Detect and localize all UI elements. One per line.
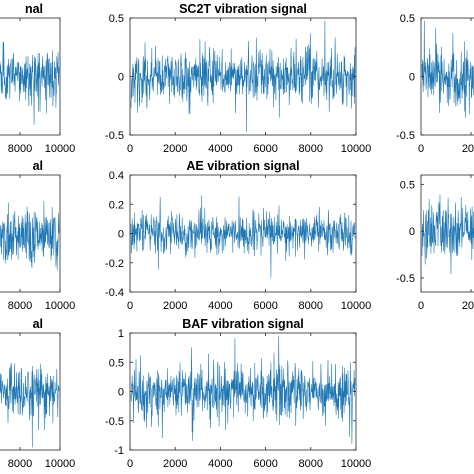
y-tick-label: 0 bbox=[409, 72, 415, 84]
y-tick-label: -0.5 bbox=[396, 273, 415, 285]
x-tick-label: 10000 bbox=[45, 458, 76, 470]
x-tick-label: 10000 bbox=[45, 143, 76, 155]
x-tick-label: 4000 bbox=[208, 458, 232, 470]
x-tick-label: 8000 bbox=[299, 458, 323, 470]
chart-5: 0.5 0 -0.5 0 200 bbox=[396, 174, 474, 312]
x-tick-label: 6000 bbox=[253, 458, 277, 470]
signal-line bbox=[0, 201, 60, 271]
y-tick-label: 0 bbox=[118, 72, 124, 84]
x-tick-label: 200 bbox=[462, 300, 474, 312]
x-tick-label: 10000 bbox=[341, 300, 372, 312]
signal-line bbox=[0, 363, 60, 448]
signal-line bbox=[0, 41, 60, 125]
x-tick-label: 6000 bbox=[253, 300, 277, 312]
chart-3: 8000 10000 al bbox=[0, 159, 75, 312]
x-tick-label: 0 bbox=[127, 458, 133, 470]
y-tick-label: 0 bbox=[118, 229, 124, 241]
signal-line bbox=[421, 20, 474, 119]
x-tick-label: 8000 bbox=[8, 143, 32, 155]
x-tick-label: 200 bbox=[462, 143, 474, 155]
signal-line bbox=[421, 194, 474, 275]
x-tick-label: 8000 bbox=[8, 458, 32, 470]
chart-title: BAF vibration signal bbox=[182, 317, 304, 331]
x-tick-label: 6000 bbox=[253, 143, 277, 155]
axes-frame bbox=[0, 332, 61, 451]
x-tick-label: 10000 bbox=[341, 458, 372, 470]
axes-frame bbox=[0, 174, 61, 293]
x-tick-label: 2000 bbox=[163, 300, 187, 312]
x-tick-label: 8000 bbox=[299, 300, 323, 312]
x-tick-label: 10000 bbox=[45, 300, 76, 312]
x-tick-label: 0 bbox=[418, 300, 424, 312]
x-tick-label: 0 bbox=[127, 143, 133, 155]
y-tick-label: 1 bbox=[118, 328, 124, 340]
y-tick-label: 0.5 bbox=[109, 357, 124, 369]
y-tick-label: 0.5 bbox=[109, 13, 124, 25]
x-tick-label: 8000 bbox=[8, 300, 32, 312]
y-tick-label: -0.2 bbox=[105, 258, 124, 270]
y-tick-label: 0.4 bbox=[109, 170, 124, 182]
x-tick-label: 0 bbox=[418, 143, 424, 155]
y-tick-label: -0.5 bbox=[105, 416, 124, 428]
x-tick-label: 2000 bbox=[163, 143, 187, 155]
y-tick-label: -1 bbox=[114, 445, 124, 457]
x-tick-label: 0 bbox=[127, 300, 133, 312]
chart-title: SC2T vibration signal bbox=[179, 2, 307, 16]
axes-frame bbox=[420, 174, 474, 293]
y-tick-label: -0.4 bbox=[105, 287, 124, 299]
chart-title: nal bbox=[25, 2, 43, 16]
x-tick-label: 4000 bbox=[208, 300, 232, 312]
x-tick-label: 2000 bbox=[163, 458, 187, 470]
axes-frame bbox=[0, 17, 61, 136]
chart-0: 8000 10000 nal bbox=[0, 2, 75, 155]
y-tick-label: 0.2 bbox=[109, 199, 124, 211]
y-tick-label: 0 bbox=[118, 387, 124, 399]
chart-title: al bbox=[33, 317, 43, 331]
y-tick-label: -0.5 bbox=[396, 130, 415, 142]
y-tick-label: 0 bbox=[409, 226, 415, 238]
y-tick-label: -0.5 bbox=[105, 130, 124, 142]
x-tick-label: 4000 bbox=[208, 143, 232, 155]
chart-title: AE vibration signal bbox=[186, 159, 299, 173]
chart-4: 0.40.20-0.2-0.40 2000 4000 6000 8000 10000AE … bbox=[105, 159, 371, 312]
x-tick-label: 10000 bbox=[341, 143, 372, 155]
signal-line bbox=[130, 335, 356, 444]
chart-6: 8000 10000 al bbox=[0, 317, 75, 470]
y-tick-label: 0.5 bbox=[400, 13, 415, 25]
signal-line bbox=[130, 20, 356, 133]
signal-line bbox=[130, 195, 356, 278]
chart-title: al bbox=[33, 159, 43, 173]
x-tick-label: 8000 bbox=[299, 143, 323, 155]
y-tick-label: 0.5 bbox=[400, 179, 415, 191]
